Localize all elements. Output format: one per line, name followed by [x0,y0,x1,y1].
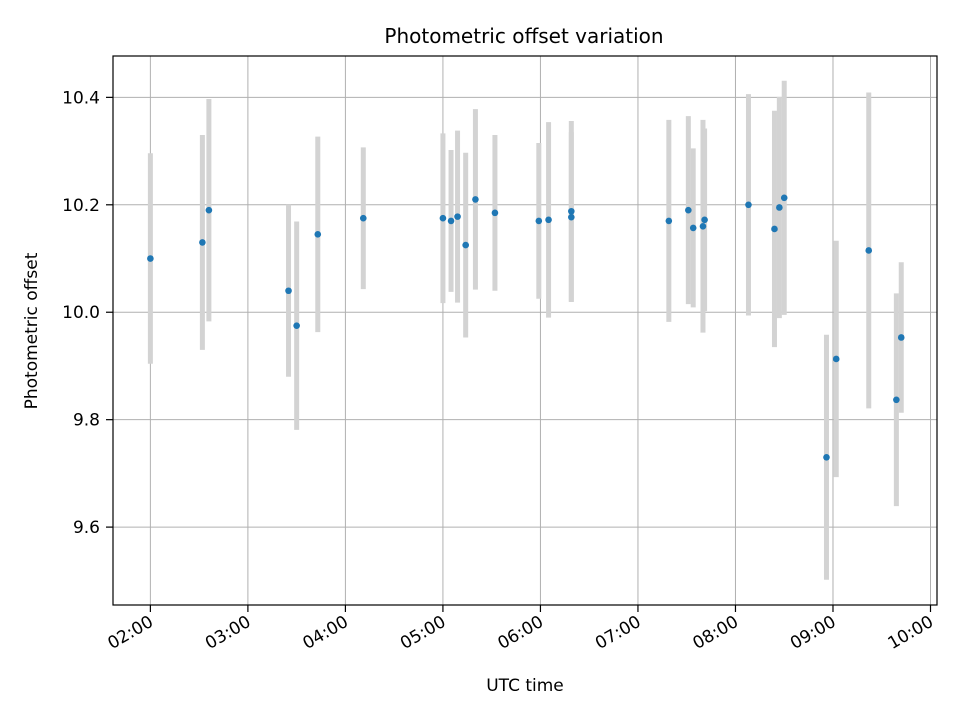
data-point [568,213,575,221]
data-point [447,217,455,225]
data-point [689,224,697,232]
data-point [199,239,206,246]
data-point [745,201,752,209]
data-point [865,247,873,254]
data-point [568,207,575,215]
data-point [439,214,447,222]
data-point [314,231,322,238]
data-point [472,196,479,203]
data-point [535,217,543,225]
data-point [454,213,461,220]
plot-frame [112,55,938,606]
data-point [701,216,708,224]
data-point [293,322,300,329]
data-point [205,206,213,214]
chart-title: Photometric offset variation [384,24,663,48]
data-point [699,222,707,230]
data-point [897,334,905,341]
data-point [147,255,154,262]
data-point [823,453,830,461]
y-tick-label: 10.0 [62,303,100,323]
y-axis-label: Photometric offset [22,252,42,409]
y-tick-label: 10.4 [62,88,100,108]
data-points [147,194,905,461]
data-point [771,225,778,233]
data-point [285,287,292,295]
data-point [665,217,673,225]
data-point [545,216,552,224]
y-tick-label: 10.2 [62,196,100,216]
y-tick-label: 9.8 [73,411,100,431]
data-point [780,194,788,202]
y-tick-label: 9.6 [73,518,100,538]
data-point [359,214,367,222]
data-point [462,241,469,249]
data-point [832,355,840,363]
grid [113,56,937,605]
data-point [776,204,783,211]
data-point [685,206,692,214]
y-axis: 9.6 9.8 10.0 10.2 10.4 [62,88,113,538]
x-axis-label: UTC time [486,676,564,696]
data-point [893,396,900,404]
data-point [491,209,499,217]
